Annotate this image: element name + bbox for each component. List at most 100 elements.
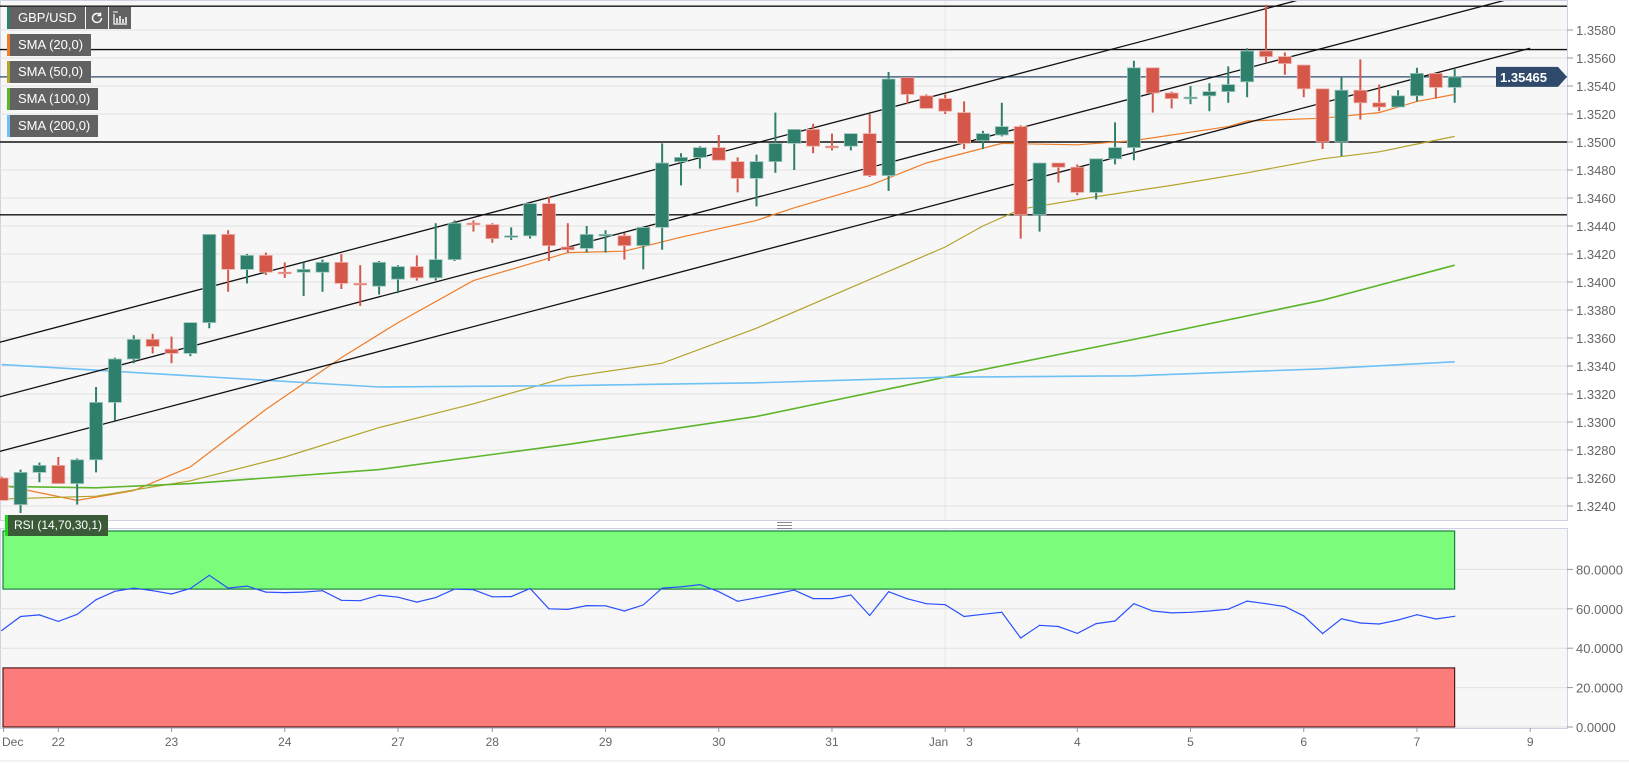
candle-body: [1070, 166, 1085, 193]
candle-body: [1089, 158, 1104, 193]
candle-bearish: [919, 94, 934, 109]
legend-sma-50[interactable]: SMA (50,0): [7, 61, 92, 83]
rsi-point: [623, 610, 626, 612]
rsi-point: [774, 593, 776, 595]
legend-sma-20[interactable]: SMA (20,0): [7, 34, 92, 56]
candle-body: [504, 235, 519, 238]
rsi-point: [416, 601, 418, 603]
y-tick-label: 1.3400: [1576, 275, 1616, 290]
candle-body: [240, 254, 254, 270]
channel-bottom-line: [0, 47, 1531, 453]
overbought-zone: [2, 530, 1456, 590]
x-tick-label: 29: [599, 735, 613, 749]
x-tick-label: 30: [712, 735, 726, 749]
candle-bullish: [598, 230, 613, 253]
candle-bearish: [1428, 73, 1443, 99]
candle-bullish: [447, 220, 462, 261]
candle-bullish: [692, 146, 707, 169]
candle-bullish: [674, 153, 688, 186]
x-tick-label: 22: [52, 735, 66, 749]
candle-bullish: [391, 265, 405, 294]
legend-label[interactable]: SMA (20,0): [7, 34, 92, 56]
candle-body: [768, 142, 783, 162]
candle-body: [485, 224, 500, 240]
candle-bullish: [13, 469, 28, 513]
rsi-point: [1076, 632, 1078, 635]
candle-body: [1051, 162, 1066, 168]
candle-body: [13, 471, 28, 505]
price-axis: 1.3580 1.3560 1.3540 1.3520 1.3500 1.3480 1.34…: [1567, 23, 1616, 514]
rsi-point: [887, 591, 890, 593]
rsi-tick-label: 0.0000: [1576, 720, 1616, 735]
rsi-point: [57, 620, 59, 623]
candle-body: [126, 338, 141, 360]
bar-chart-icon[interactable]: [108, 7, 131, 29]
rsi-point: [963, 615, 965, 618]
sma-line-4: [1, 361, 1455, 388]
y-tick-label: 1.3580: [1576, 23, 1616, 38]
rsi-point: [699, 583, 701, 586]
candle-body: [89, 401, 103, 461]
rsi-point: [869, 614, 871, 617]
x-tick-label: 9: [1527, 735, 1534, 749]
candle-bearish: [258, 252, 273, 275]
legend-label[interactable]: SMA (200,0): [7, 115, 99, 137]
x-tick-label: 31: [825, 735, 839, 749]
candle-bullish: [89, 387, 103, 473]
y-tick-label: 1.3240: [1576, 499, 1616, 514]
rsi-tick-label: 60.0000: [1576, 602, 1623, 617]
candle-bullish: [1334, 77, 1349, 156]
candle-body: [1315, 88, 1330, 143]
y-tick-label: 1.3460: [1576, 191, 1616, 206]
candle-body: [1013, 126, 1028, 216]
y-tick-label: 1.3280: [1576, 443, 1616, 458]
rsi-point: [1227, 608, 1229, 610]
rsi-point: [359, 600, 361, 602]
candle-body: [994, 126, 1009, 136]
rsi-point: [1133, 603, 1135, 605]
candle-bearish: [806, 123, 821, 154]
candle-bearish: [617, 233, 632, 260]
candle-body: [1296, 64, 1311, 90]
legend-sma-100[interactable]: SMA (100,0): [7, 88, 99, 110]
x-tick-label: Jan: [929, 735, 948, 749]
candle-body: [1447, 76, 1462, 88]
candle-body: [32, 464, 47, 473]
candle-bearish: [466, 220, 481, 232]
symbol-label[interactable]: GBP/USD: [7, 7, 85, 29]
rsi-legend[interactable]: RSI (14,70,30,1): [5, 515, 109, 536]
rsi-point: [114, 590, 116, 592]
rsi-tick-label: 80.0000: [1576, 562, 1623, 577]
current-price-marker: 1.35465: [1496, 66, 1567, 87]
legend-sma-200[interactable]: SMA (200,0): [7, 115, 99, 137]
candle-body: [1108, 147, 1122, 160]
rsi-point: [1038, 624, 1041, 626]
candle-body: [862, 133, 877, 177]
rsi-point: [831, 597, 833, 600]
rsi-line-group: [1, 574, 1456, 639]
x-tick-label: 23: [165, 735, 179, 749]
x-tick-label: 4: [1074, 735, 1081, 749]
rsi-point: [1454, 615, 1456, 617]
y-tick-label: 1.3320: [1576, 387, 1616, 402]
panel-resize-handle[interactable]: [777, 522, 792, 529]
legend-label[interactable]: SMA (100,0): [7, 88, 99, 110]
y-tick-label: 1.3440: [1576, 219, 1616, 234]
candle-bullish: [655, 143, 670, 250]
candle-body: [919, 95, 934, 109]
refresh-icon[interactable]: [85, 7, 108, 29]
candle-bullish: [787, 128, 802, 170]
candle-bullish: [296, 262, 311, 296]
y-tick-label: 1.3360: [1576, 331, 1616, 346]
moving-averages: [1, 93, 1455, 502]
rsi-point: [1378, 623, 1380, 625]
y-tick-label: 1.3560: [1576, 51, 1616, 66]
rsi-point: [303, 591, 305, 593]
candle-bullish: [1410, 67, 1424, 102]
candle-bearish: [1277, 52, 1292, 75]
candle-bullish: [843, 133, 858, 151]
candle-bearish: [409, 255, 424, 281]
legend-label[interactable]: SMA (50,0): [7, 61, 92, 83]
symbol-legend: GBP/USD: [7, 7, 131, 29]
